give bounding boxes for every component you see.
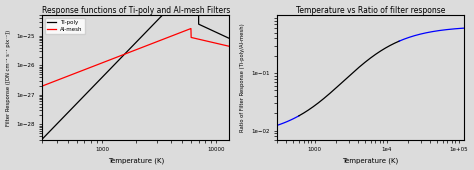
X-axis label: Temperature (K): Temperature (K) bbox=[343, 158, 399, 164]
Al-mesh bbox=[39, 85, 45, 87]
Title: Response functions of Ti-poly and Al-mesh Filters: Response functions of Ti-poly and Al-mes… bbox=[42, 6, 230, 15]
Line: Al-mesh: Al-mesh bbox=[42, 29, 229, 86]
Ti-poly bbox=[153, 21, 159, 23]
Al-mesh bbox=[227, 45, 232, 47]
Al-mesh bbox=[153, 41, 159, 43]
Ti-poly bbox=[227, 37, 232, 39]
Y-axis label: Filter Response ([DN cm⁻² s⁻¹ pix⁻¹]): Filter Response ([DN cm⁻² s⁻¹ pix⁻¹]) bbox=[6, 29, 10, 126]
Al-mesh bbox=[188, 28, 194, 30]
Al-mesh bbox=[159, 39, 164, 41]
Al-mesh bbox=[201, 39, 206, 41]
Ti-poly bbox=[51, 126, 56, 128]
Legend: Ti-poly, Al-mesh: Ti-poly, Al-mesh bbox=[45, 18, 85, 34]
Al-mesh bbox=[148, 43, 154, 45]
Y-axis label: Ratio of Filter Response (Ti-poly/Al-mesh): Ratio of Filter Response (Ti-poly/Al-mes… bbox=[240, 23, 246, 132]
Line: Ti-poly: Ti-poly bbox=[42, 0, 229, 139]
X-axis label: Temperature (K): Temperature (K) bbox=[108, 158, 164, 164]
Al-mesh bbox=[51, 81, 56, 83]
Ti-poly bbox=[39, 138, 45, 140]
Title: Temperature vs Ratio of filter response: Temperature vs Ratio of filter response bbox=[296, 6, 446, 15]
Ti-poly bbox=[201, 26, 206, 28]
Ti-poly bbox=[148, 26, 154, 28]
Al-mesh bbox=[181, 30, 187, 32]
Ti-poly bbox=[159, 15, 164, 17]
